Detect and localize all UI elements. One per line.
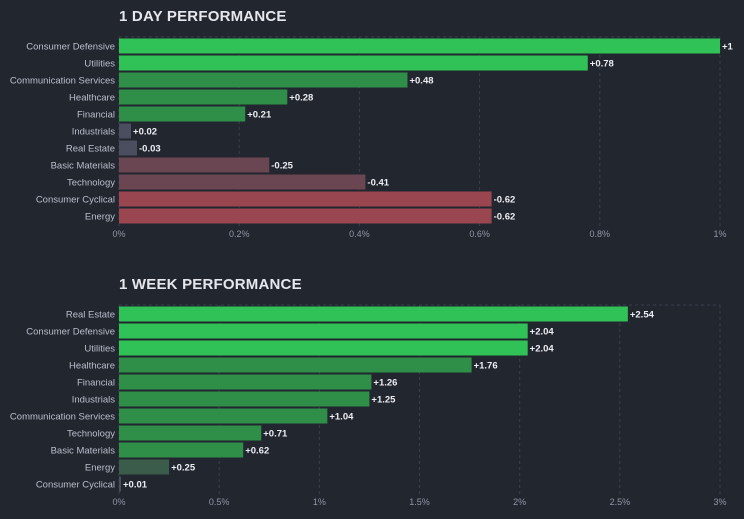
x-tick-label: 0.5% <box>209 497 230 507</box>
category-label: Real Estate <box>66 310 115 321</box>
category-label: Healthcare <box>69 93 115 104</box>
value-label: +0.25 <box>171 463 196 474</box>
bar[interactable] <box>119 208 492 224</box>
x-tick-label: 0.4% <box>349 229 370 239</box>
x-tick-label: 1% <box>713 229 726 239</box>
value-label: +0.21 <box>247 110 272 121</box>
bar[interactable] <box>119 140 138 156</box>
bar[interactable] <box>119 476 122 492</box>
category-label: Consumer Cyclical <box>36 195 115 206</box>
bar[interactable] <box>119 323 528 339</box>
category-label: Consumer Defensive <box>26 42 115 53</box>
x-tick-label: 2.5% <box>610 497 631 507</box>
category-label: Basic Materials <box>51 161 116 172</box>
bar[interactable] <box>119 340 528 356</box>
value-label: -0.41 <box>367 178 389 189</box>
value-label: +1.76 <box>474 361 498 372</box>
x-tick-label: 0.8% <box>590 229 611 239</box>
category-label: Healthcare <box>69 361 115 372</box>
bar[interactable] <box>119 391 370 407</box>
value-label: +1.25 <box>371 395 396 406</box>
bar[interactable] <box>119 425 262 441</box>
value-label: -0.03 <box>139 144 161 155</box>
value-label: +1 <box>722 42 734 53</box>
value-label: +0.78 <box>590 59 614 70</box>
category-label: Technology <box>67 178 115 189</box>
x-tick-label: 0% <box>112 229 125 239</box>
category-label: Communication Services <box>10 76 115 87</box>
x-tick-label: 1.5% <box>409 497 430 507</box>
value-label: +2.04 <box>530 344 555 355</box>
category-label: Utilities <box>84 344 115 355</box>
bar[interactable] <box>119 357 472 373</box>
value-label: +0.28 <box>289 93 313 104</box>
value-label: +0.01 <box>123 480 148 491</box>
category-label: Communication Services <box>10 412 115 423</box>
value-label: -0.25 <box>271 161 293 172</box>
bar[interactable] <box>119 306 628 322</box>
bar[interactable] <box>119 442 244 458</box>
bar[interactable] <box>119 38 720 54</box>
category-label: Financial <box>77 110 115 121</box>
day-performance-title: 1 DAY PERFORMANCE <box>119 8 287 25</box>
x-tick-label: 1% <box>313 497 326 507</box>
value-label: +2.54 <box>630 310 655 321</box>
bar[interactable] <box>119 89 288 105</box>
x-tick-label: 0.6% <box>469 229 490 239</box>
category-label: Technology <box>67 429 115 440</box>
category-label: Utilities <box>84 59 115 70</box>
bar[interactable] <box>119 123 132 139</box>
value-label: -0.62 <box>494 212 516 223</box>
category-label: Industrials <box>72 395 116 406</box>
category-label: Energy <box>85 463 115 474</box>
x-tick-label: 0.2% <box>229 229 250 239</box>
value-label: +2.04 <box>530 327 555 338</box>
bar[interactable] <box>119 174 366 190</box>
bar[interactable] <box>119 106 246 122</box>
category-label: Basic Materials <box>51 446 116 457</box>
category-label: Real Estate <box>66 144 115 155</box>
category-label: Industrials <box>72 127 116 138</box>
value-label: +0.62 <box>245 446 269 457</box>
value-label: -0.62 <box>494 195 516 206</box>
category-label: Energy <box>85 212 115 223</box>
bar[interactable] <box>119 374 372 390</box>
bar[interactable] <box>119 157 270 173</box>
x-tick-label: 2% <box>513 497 526 507</box>
value-label: +0.71 <box>263 429 288 440</box>
week-performance-title: 1 WEEK PERFORMANCE <box>119 276 302 293</box>
x-tick-label: 3% <box>713 497 726 507</box>
bar[interactable] <box>119 55 588 71</box>
value-label: +1.04 <box>329 412 354 423</box>
bar[interactable] <box>119 408 328 424</box>
x-tick-label: 0% <box>112 497 125 507</box>
category-label: Consumer Defensive <box>26 327 115 338</box>
bar[interactable] <box>119 459 170 475</box>
value-label: +0.02 <box>133 127 157 138</box>
value-label: +1.26 <box>373 378 397 389</box>
bar[interactable] <box>119 191 492 207</box>
category-label: Consumer Cyclical <box>36 480 115 491</box>
category-label: Financial <box>77 378 115 389</box>
value-label: +0.48 <box>409 76 433 87</box>
bar[interactable] <box>119 72 408 88</box>
